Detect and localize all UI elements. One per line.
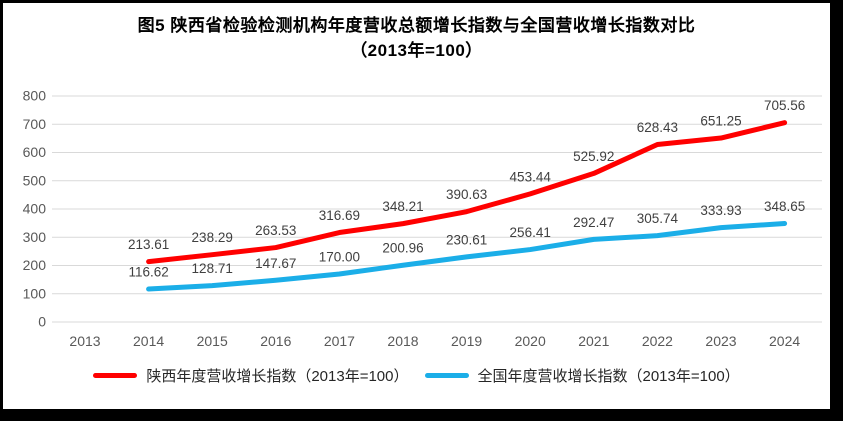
x-axis-label: 2021 bbox=[578, 333, 609, 349]
data-label: 705.56 bbox=[764, 98, 805, 113]
x-axis-label: 2016 bbox=[260, 333, 291, 349]
x-axis-label: 2024 bbox=[769, 333, 800, 349]
legend-line-swatch-icon bbox=[424, 373, 469, 378]
data-label: 453.44 bbox=[510, 169, 552, 184]
data-label: 348.65 bbox=[764, 199, 805, 214]
legend-label: 全国年度营收增长指数（2013年=100） bbox=[477, 368, 740, 385]
x-axis-label: 2023 bbox=[705, 333, 736, 349]
data-label: 213.61 bbox=[128, 237, 169, 252]
revenue-index-line-chart: 0 100 200 300 400 500 600 700 800 2013 2014 2015 201… bbox=[23, 88, 822, 349]
data-label: 200.96 bbox=[382, 241, 423, 256]
y-axis-label: 200 bbox=[23, 257, 47, 273]
x-axis-label: 2014 bbox=[133, 333, 164, 349]
data-label: 230.61 bbox=[446, 232, 487, 247]
data-label: 333.93 bbox=[700, 203, 741, 218]
data-label: 651.25 bbox=[700, 114, 741, 129]
y-axis-label: 100 bbox=[23, 285, 47, 301]
data-label: 316.69 bbox=[319, 208, 360, 223]
y-axis-label: 0 bbox=[38, 314, 46, 330]
y-axis-label: 600 bbox=[23, 144, 47, 160]
legend-item-1: 全国年度营收增长指数（2013年=100） bbox=[424, 365, 740, 386]
data-label: 128.71 bbox=[192, 261, 233, 276]
data-label: 348.21 bbox=[382, 199, 423, 214]
chart-title-line1: 图5 陕西省检验检测机构年度营收总额增长指数与全国营收增长指数对比 bbox=[137, 16, 696, 35]
x-axis-label: 2018 bbox=[387, 333, 418, 349]
data-label: 305.74 bbox=[637, 211, 679, 226]
data-label: 292.47 bbox=[573, 215, 614, 230]
chart-canvas: 图5 陕西省检验检测机构年度营收总额增长指数与全国营收增长指数对比 （2013年… bbox=[3, 3, 830, 409]
x-axis-label: 2015 bbox=[197, 333, 228, 349]
x-axis-label: 2017 bbox=[324, 333, 355, 349]
x-axis-label: 2022 bbox=[642, 333, 673, 349]
data-label: 525.92 bbox=[573, 149, 614, 164]
y-axis-label: 300 bbox=[23, 229, 47, 245]
legend-item-0: 陕西年度营收增长指数（2013年=100） bbox=[93, 365, 409, 386]
chart-title: 图5 陕西省检验检测机构年度营收总额增长指数与全国营收增长指数对比 （2013年… bbox=[3, 13, 830, 63]
x-axis-label: 2019 bbox=[451, 333, 482, 349]
data-label: 390.63 bbox=[446, 187, 487, 202]
chart-title-line2: （2013年=100） bbox=[350, 41, 483, 60]
data-label: 256.41 bbox=[510, 225, 551, 240]
series-line-0 bbox=[146, 120, 788, 265]
data-label: 116.62 bbox=[128, 265, 168, 280]
data-label: 170.00 bbox=[319, 249, 360, 264]
series-line-1 bbox=[146, 221, 788, 292]
data-label: 147.67 bbox=[255, 256, 296, 271]
y-axis-label: 800 bbox=[23, 88, 47, 104]
legend-line-swatch-icon bbox=[93, 373, 138, 378]
y-axis-label: 400 bbox=[23, 201, 47, 217]
data-label: 263.53 bbox=[255, 223, 296, 238]
chart-legend: 陕西年度营收增长指数（2013年=100） 全国年度营收增长指数（2013年=10… bbox=[3, 365, 830, 386]
data-label: 628.43 bbox=[637, 120, 678, 135]
y-axis-label: 500 bbox=[23, 172, 47, 188]
y-axis-label: 700 bbox=[23, 116, 47, 132]
legend-label: 陕西年度营收增长指数（2013年=100） bbox=[146, 368, 409, 385]
x-axis-label: 2013 bbox=[69, 333, 100, 349]
x-axis-label: 2020 bbox=[515, 333, 546, 349]
data-label: 238.29 bbox=[192, 230, 233, 245]
